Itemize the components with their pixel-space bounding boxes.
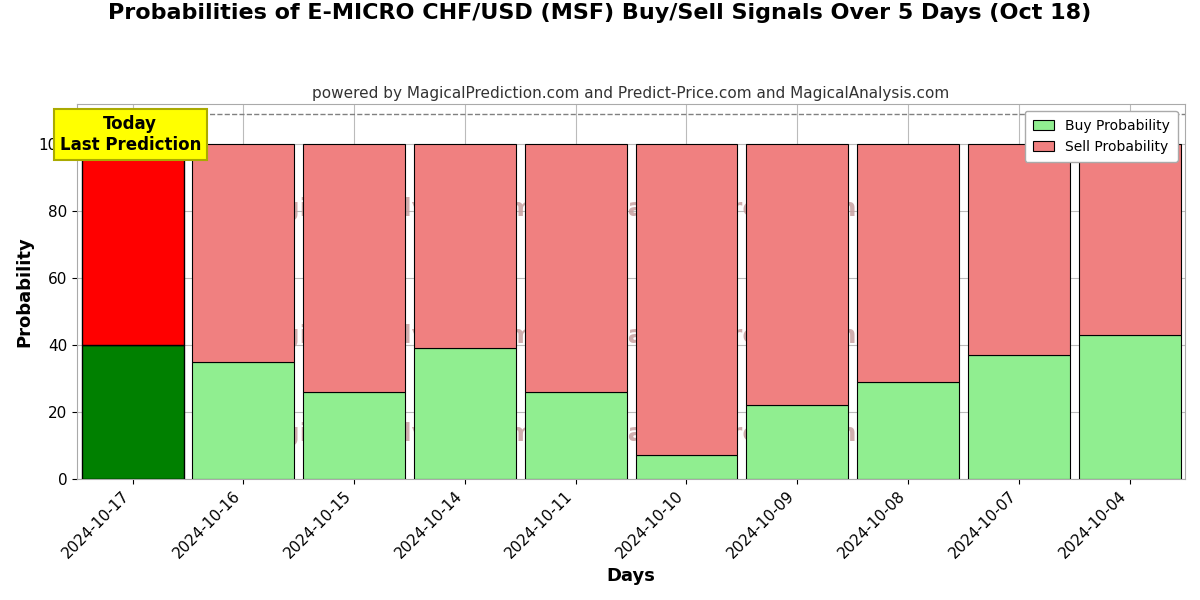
Bar <box>746 144 848 405</box>
Bar <box>82 144 184 345</box>
Bar <box>304 392 406 479</box>
Title: powered by MagicalPrediction.com and Predict-Price.com and MagicalAnalysis.com: powered by MagicalPrediction.com and Pre… <box>312 86 949 101</box>
Text: MagicalAnalysis.com: MagicalAnalysis.com <box>240 197 534 221</box>
X-axis label: Days: Days <box>607 567 655 585</box>
Bar <box>82 345 184 479</box>
Bar <box>524 392 626 479</box>
Bar <box>1079 335 1181 479</box>
Bar <box>857 382 959 479</box>
Bar <box>192 144 294 362</box>
Bar <box>636 144 738 455</box>
Bar <box>857 144 959 382</box>
Bar <box>968 355 1069 479</box>
Y-axis label: Probability: Probability <box>14 236 32 347</box>
Text: MagicalPrediction.com: MagicalPrediction.com <box>604 422 925 446</box>
Bar <box>1079 144 1181 335</box>
Bar <box>192 362 294 479</box>
Bar <box>636 455 738 479</box>
Legend: Buy Probability, Sell Probability: Buy Probability, Sell Probability <box>1025 110 1178 162</box>
Bar <box>414 144 516 348</box>
Text: Today
Last Prediction: Today Last Prediction <box>60 115 202 154</box>
Text: MagicalAnalysis.com: MagicalAnalysis.com <box>240 324 534 348</box>
Text: MagicalPrediction.com: MagicalPrediction.com <box>604 197 925 221</box>
Bar <box>968 144 1069 355</box>
Bar <box>414 348 516 479</box>
Text: MagicalPrediction.com: MagicalPrediction.com <box>604 324 925 348</box>
Bar <box>746 405 848 479</box>
Bar <box>304 144 406 392</box>
Text: MagicalAnalysis.com: MagicalAnalysis.com <box>240 422 534 446</box>
Bar <box>524 144 626 392</box>
Text: Probabilities of E-MICRO CHF/USD (MSF) Buy/Sell Signals Over 5 Days (Oct 18): Probabilities of E-MICRO CHF/USD (MSF) B… <box>108 3 1092 23</box>
